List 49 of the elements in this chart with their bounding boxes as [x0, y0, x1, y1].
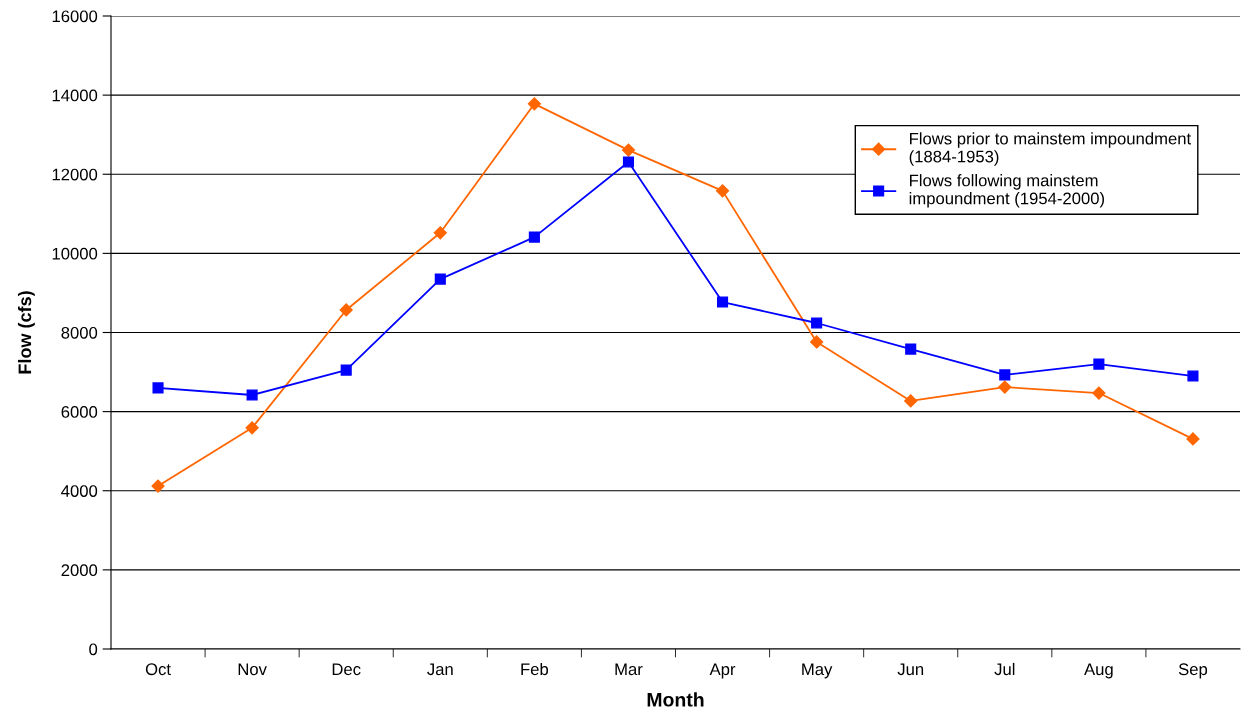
- x-axis-title: Month: [647, 692, 704, 707]
- x-tick-label: Jul: [994, 662, 1015, 676]
- x-tick-label: Mar: [615, 663, 643, 676]
- point: [904, 394, 918, 408]
- y-tick-label: 6000: [61, 406, 98, 418]
- point: [528, 231, 540, 243]
- y-tick-label: 4000: [61, 485, 98, 497]
- y-tick-label: 8000: [61, 326, 98, 339]
- y-tick-label: 16000: [52, 10, 98, 23]
- x-tick-label: May: [802, 663, 833, 679]
- x-tick-label: Sep: [1178, 663, 1208, 679]
- x-tick-label: Nov: [238, 663, 267, 676]
- x-tick-label: Aug: [1084, 663, 1113, 679]
- y-axis-title: Flow (cfs): [17, 291, 35, 374]
- point: [1093, 358, 1105, 370]
- legend-label: Flows prior to mainstem impoundment (1884-1953): [909, 132, 1192, 166]
- y-tick-label: 14000: [52, 89, 98, 102]
- point: [811, 317, 823, 329]
- point: [905, 343, 917, 355]
- x-tick-label: Jan: [427, 663, 453, 676]
- x-tick-label: Apr: [709, 663, 736, 679]
- point: [621, 143, 636, 157]
- y-tick-label: 2000: [61, 564, 98, 577]
- point: [1092, 386, 1106, 400]
- y-tick-label: 12000: [52, 168, 98, 181]
- x-tick-label: Dec: [332, 663, 361, 676]
- x-tick-label: Jun: [897, 663, 924, 676]
- x-tick-label: Feb: [521, 662, 549, 676]
- point: [340, 364, 352, 376]
- point: [716, 296, 729, 308]
- y-tick-label: 10000: [52, 247, 98, 260]
- point: [1187, 370, 1199, 382]
- point: [339, 303, 353, 317]
- point: [245, 421, 259, 435]
- point: [810, 335, 824, 349]
- x-tick-label: Oct: [145, 663, 171, 676]
- point: [151, 479, 165, 493]
- point: [246, 389, 258, 401]
- point: [998, 380, 1012, 394]
- point: [434, 273, 446, 285]
- point: [999, 369, 1011, 381]
- point: [715, 184, 730, 198]
- point: [1186, 432, 1200, 446]
- y-tick-label: 0: [89, 643, 98, 656]
- legend-label: Flows following mainstem impoundment (1954-2000): [909, 174, 1105, 208]
- point: [622, 156, 635, 168]
- point: [527, 97, 541, 111]
- point: [152, 382, 164, 394]
- point: [433, 226, 447, 240]
